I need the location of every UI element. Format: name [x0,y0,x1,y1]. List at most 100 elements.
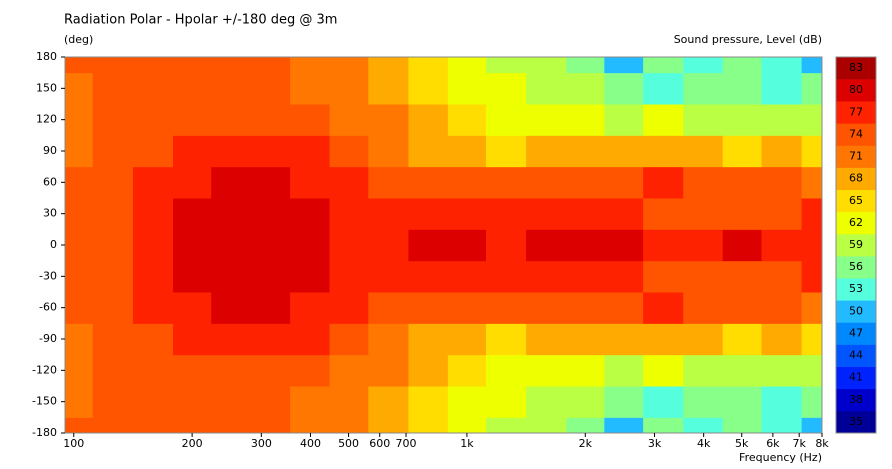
heat-cell [761,386,803,418]
heat-cell [132,386,174,418]
heat-cell [65,135,94,168]
x-tick-label: 7k [793,437,807,450]
heat-cell [604,292,644,324]
heat-cell [290,386,331,418]
heat-cell [249,417,291,433]
heat-cell [447,57,487,74]
heat-cell [249,72,291,105]
heat-cell [447,104,487,136]
heat-cell [132,72,174,105]
heat-cell [447,198,487,230]
heat-cell [173,354,212,387]
colorbar-label: 71 [849,150,863,163]
colorbar-segment [836,145,876,168]
heat-cell [485,292,527,324]
heat-cell [447,166,487,199]
y-tick-label: 0 [50,238,57,251]
heat-cell [526,104,567,136]
heat-cell [604,323,644,356]
heat-cell [683,198,724,230]
heat-cell [683,354,724,387]
heat-cell [566,166,605,199]
heat-cell [329,229,369,262]
heat-cell [211,323,251,356]
heat-cell [92,104,134,136]
heat-cell [801,417,822,433]
heat-cell [173,72,212,105]
heat-cell [211,72,251,105]
heat-cell [566,354,605,387]
y-tick-label: -90 [39,332,57,345]
colorbar-segment [836,388,876,412]
heat-cell [329,72,369,105]
heat-cell [485,166,527,199]
heat-cell [722,135,762,168]
colorbar-segment [836,256,876,279]
heat-cell [683,323,724,356]
heat-cell [485,260,527,293]
heat-cell [801,72,822,105]
heat-cell [290,417,331,433]
heat-cell [526,198,567,230]
heat-cell [408,354,449,387]
x-tick-label: 200 [182,437,203,450]
heat-cell [526,354,567,387]
heat-cell [801,198,822,230]
heat-cell [761,323,803,356]
colorbar-label: 50 [849,304,863,317]
heat-cell [132,57,174,74]
y-tick-label: 60 [43,175,57,188]
heat-cell [722,323,762,356]
heat-cell [604,198,644,230]
heat-cell [249,198,291,230]
heat-cell [249,354,291,387]
y-tick-label: -150 [32,395,57,408]
heat-cell [761,198,803,230]
x-tick-label: 100 [63,437,84,450]
heat-cell [368,323,409,356]
heat-cell [801,57,822,74]
y-tick-label: 150 [36,81,57,94]
y-tick-label: -30 [39,269,57,282]
colorbar-label: Sound pressure, Level (dB) [674,33,822,46]
heat-cell [485,72,527,105]
heat-cell [526,260,567,293]
heat-cell [329,57,369,74]
heat-cell [722,354,762,387]
heat-cell [173,229,212,262]
heat-cell [485,323,527,356]
heat-cell [92,72,134,105]
heat-cell [761,354,803,387]
colorbar-label: 74 [849,127,863,140]
heat-cell [290,323,331,356]
heat-cell [566,417,605,433]
heat-cell [249,386,291,418]
heat-cell [132,323,174,356]
heat-cell [249,135,291,168]
heat-cell [65,292,94,324]
heat-cell [92,386,134,418]
heat-cell [722,229,762,262]
heat-cell [683,386,724,418]
heat-cell [643,417,684,433]
heat-cell [408,72,449,105]
colorbar-label: 65 [849,194,863,207]
heat-cell [290,166,331,199]
x-tick-label: 5k [735,437,749,450]
heat-cell [249,166,291,199]
heat-cell [485,135,527,168]
heat-cell [722,260,762,293]
colorbar-segment [836,57,876,80]
heat-cell [683,417,724,433]
heat-cell [604,260,644,293]
heat-cell [526,386,567,418]
x-tick-label: 400 [300,437,321,450]
heat-cell [249,229,291,262]
heat-cell [683,166,724,199]
heat-cell [408,166,449,199]
heat-cell [447,260,487,293]
heat-cell [249,260,291,293]
x-tick-label: 500 [338,437,359,450]
heat-cell [683,104,724,136]
heat-cell [249,292,291,324]
